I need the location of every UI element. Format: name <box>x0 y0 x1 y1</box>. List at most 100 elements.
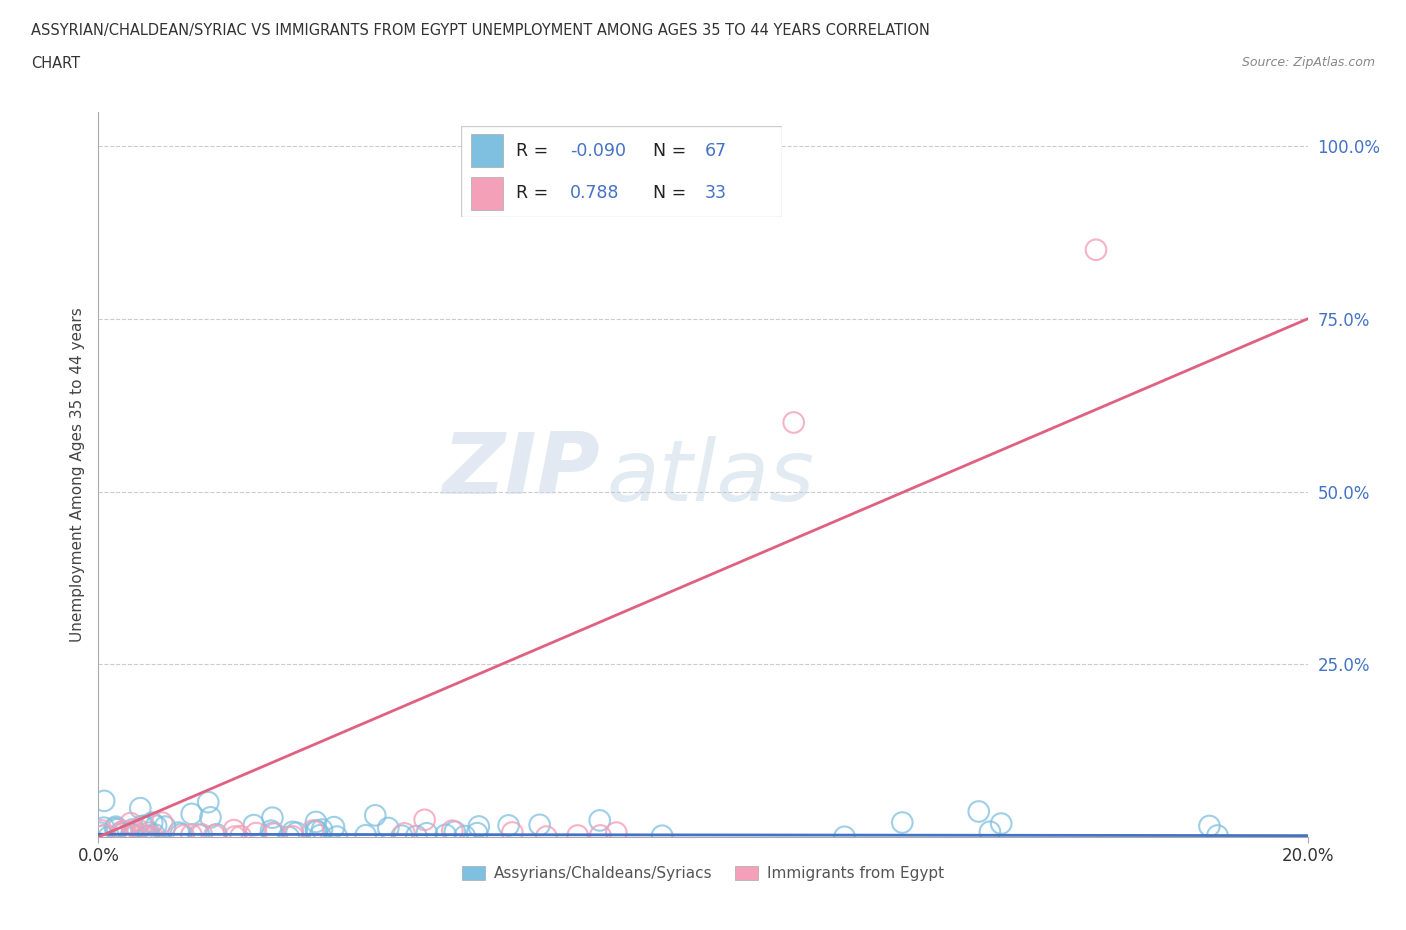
Point <box>188 828 211 843</box>
Point <box>138 829 160 844</box>
Point <box>326 830 349 844</box>
Point <box>305 824 328 839</box>
Point <box>120 816 142 830</box>
Point <box>190 827 212 842</box>
Text: CHART: CHART <box>31 56 80 71</box>
Point <box>323 819 346 834</box>
Point <box>200 810 222 825</box>
Point <box>391 829 413 844</box>
Point <box>1198 818 1220 833</box>
Point <box>263 826 285 841</box>
Text: ASSYRIAN/CHALDEAN/SYRIAC VS IMMIGRANTS FROM EGYPT UNEMPLOYMENT AMONG AGES 35 TO : ASSYRIAN/CHALDEAN/SYRIAC VS IMMIGRANTS F… <box>31 23 929 38</box>
Point <box>454 829 477 844</box>
Point <box>134 829 156 844</box>
Point <box>142 830 165 844</box>
Point <box>143 827 166 842</box>
Point <box>990 817 1012 831</box>
Point <box>377 820 399 835</box>
Point <box>224 830 246 844</box>
Point <box>173 828 195 843</box>
Point <box>967 804 990 819</box>
Point <box>129 828 152 843</box>
Point <box>122 825 145 840</box>
Point <box>1085 243 1108 258</box>
Point <box>979 824 1001 839</box>
Point <box>122 827 145 842</box>
Point <box>443 824 465 839</box>
Point <box>127 821 149 836</box>
Point <box>567 828 589 843</box>
Point <box>114 824 136 839</box>
Point <box>277 830 299 844</box>
Point <box>281 825 304 840</box>
Point <box>434 828 457 843</box>
Point <box>197 795 219 810</box>
Point <box>180 806 202 821</box>
Point <box>134 818 156 833</box>
Point <box>170 827 193 842</box>
Point <box>1206 828 1229 843</box>
Point <box>89 825 111 840</box>
Point <box>93 829 115 844</box>
Point <box>122 830 145 844</box>
Point <box>93 820 115 835</box>
Point <box>262 810 284 825</box>
Point <box>129 801 152 816</box>
Point <box>97 830 120 844</box>
Point <box>501 825 523 840</box>
Point <box>110 825 132 840</box>
Point <box>364 808 387 823</box>
Point <box>93 828 115 843</box>
Y-axis label: Unemployment Among Ages 35 to 44 years: Unemployment Among Ages 35 to 44 years <box>69 307 84 642</box>
Point <box>354 828 377 843</box>
Point <box>405 829 427 844</box>
Point <box>205 827 228 842</box>
Point <box>589 813 612 828</box>
Point <box>167 825 190 840</box>
Point <box>891 815 914 830</box>
Point <box>245 826 267 841</box>
Point <box>301 823 323 838</box>
Point <box>138 825 160 840</box>
Point <box>131 818 153 833</box>
Text: ZIP: ZIP <box>443 429 600 512</box>
Point <box>90 823 112 838</box>
Point <box>605 825 627 840</box>
Point <box>243 817 266 832</box>
Legend: Assyrians/Chaldeans/Syriacs, Immigrants from Egypt: Assyrians/Chaldeans/Syriacs, Immigrants … <box>456 860 950 887</box>
Point <box>465 826 488 841</box>
Text: Source: ZipAtlas.com: Source: ZipAtlas.com <box>1241 56 1375 69</box>
Point <box>229 829 252 844</box>
Point <box>498 818 520 833</box>
Point <box>262 826 284 841</box>
Point <box>285 825 308 840</box>
Point <box>104 821 127 836</box>
Point <box>394 826 416 841</box>
Point <box>222 823 245 838</box>
Point <box>145 818 167 833</box>
Point <box>180 828 202 843</box>
Point <box>529 817 551 832</box>
Point <box>134 829 156 844</box>
Point <box>153 819 176 834</box>
Point <box>311 822 333 837</box>
Point <box>111 824 134 839</box>
Point <box>309 828 332 843</box>
Point <box>536 830 558 844</box>
Point <box>834 830 856 844</box>
Point <box>260 823 283 838</box>
Point <box>112 826 135 841</box>
Point <box>305 815 328 830</box>
Point <box>107 822 129 837</box>
Point <box>305 823 328 838</box>
Point <box>136 829 159 844</box>
Point <box>413 812 436 827</box>
Point <box>589 828 612 843</box>
Point <box>121 827 143 842</box>
Point <box>441 823 464 838</box>
Point <box>651 829 673 844</box>
Point <box>468 819 491 834</box>
Point <box>783 415 806 430</box>
Point <box>281 829 304 844</box>
Point <box>141 816 163 830</box>
